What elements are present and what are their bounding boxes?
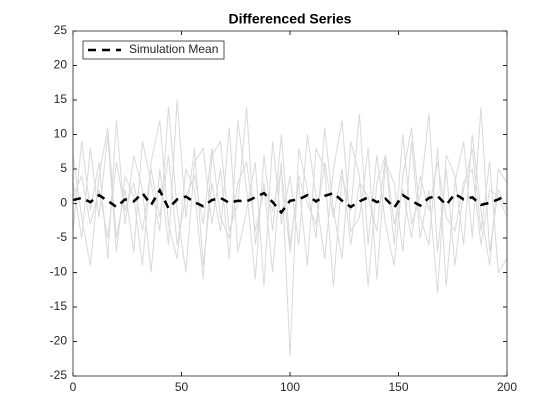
mean-line xyxy=(72,187,508,215)
y-tick-label: 0 xyxy=(60,196,67,210)
y-tick-label: 5 xyxy=(60,161,67,175)
y-tick-label: -15 xyxy=(50,299,68,313)
x-tick-label: 50 xyxy=(175,380,189,394)
legend-label: Simulation Mean xyxy=(129,42,218,56)
y-tick-label: -25 xyxy=(50,368,68,382)
x-tick-label: 200 xyxy=(497,380,517,394)
simulation-line xyxy=(72,106,508,356)
y-tick-label: 20 xyxy=(54,58,68,72)
legend-box xyxy=(82,40,225,60)
simulation-line xyxy=(72,148,508,252)
simulation-line xyxy=(72,99,508,294)
plot-area xyxy=(73,31,507,376)
y-tick-label: 15 xyxy=(54,92,68,106)
y-tick-label: 10 xyxy=(54,127,68,141)
x-tick-label: 100 xyxy=(280,380,300,394)
chart-title: Differenced Series xyxy=(229,11,352,27)
x-tick-label: 150 xyxy=(388,380,408,394)
y-tick-label: 25 xyxy=(54,23,68,37)
y-tick-label: -5 xyxy=(56,230,67,244)
y-tick-label: -20 xyxy=(50,334,68,348)
x-tick-label: 0 xyxy=(70,380,77,394)
y-tick-label: -10 xyxy=(50,265,68,279)
